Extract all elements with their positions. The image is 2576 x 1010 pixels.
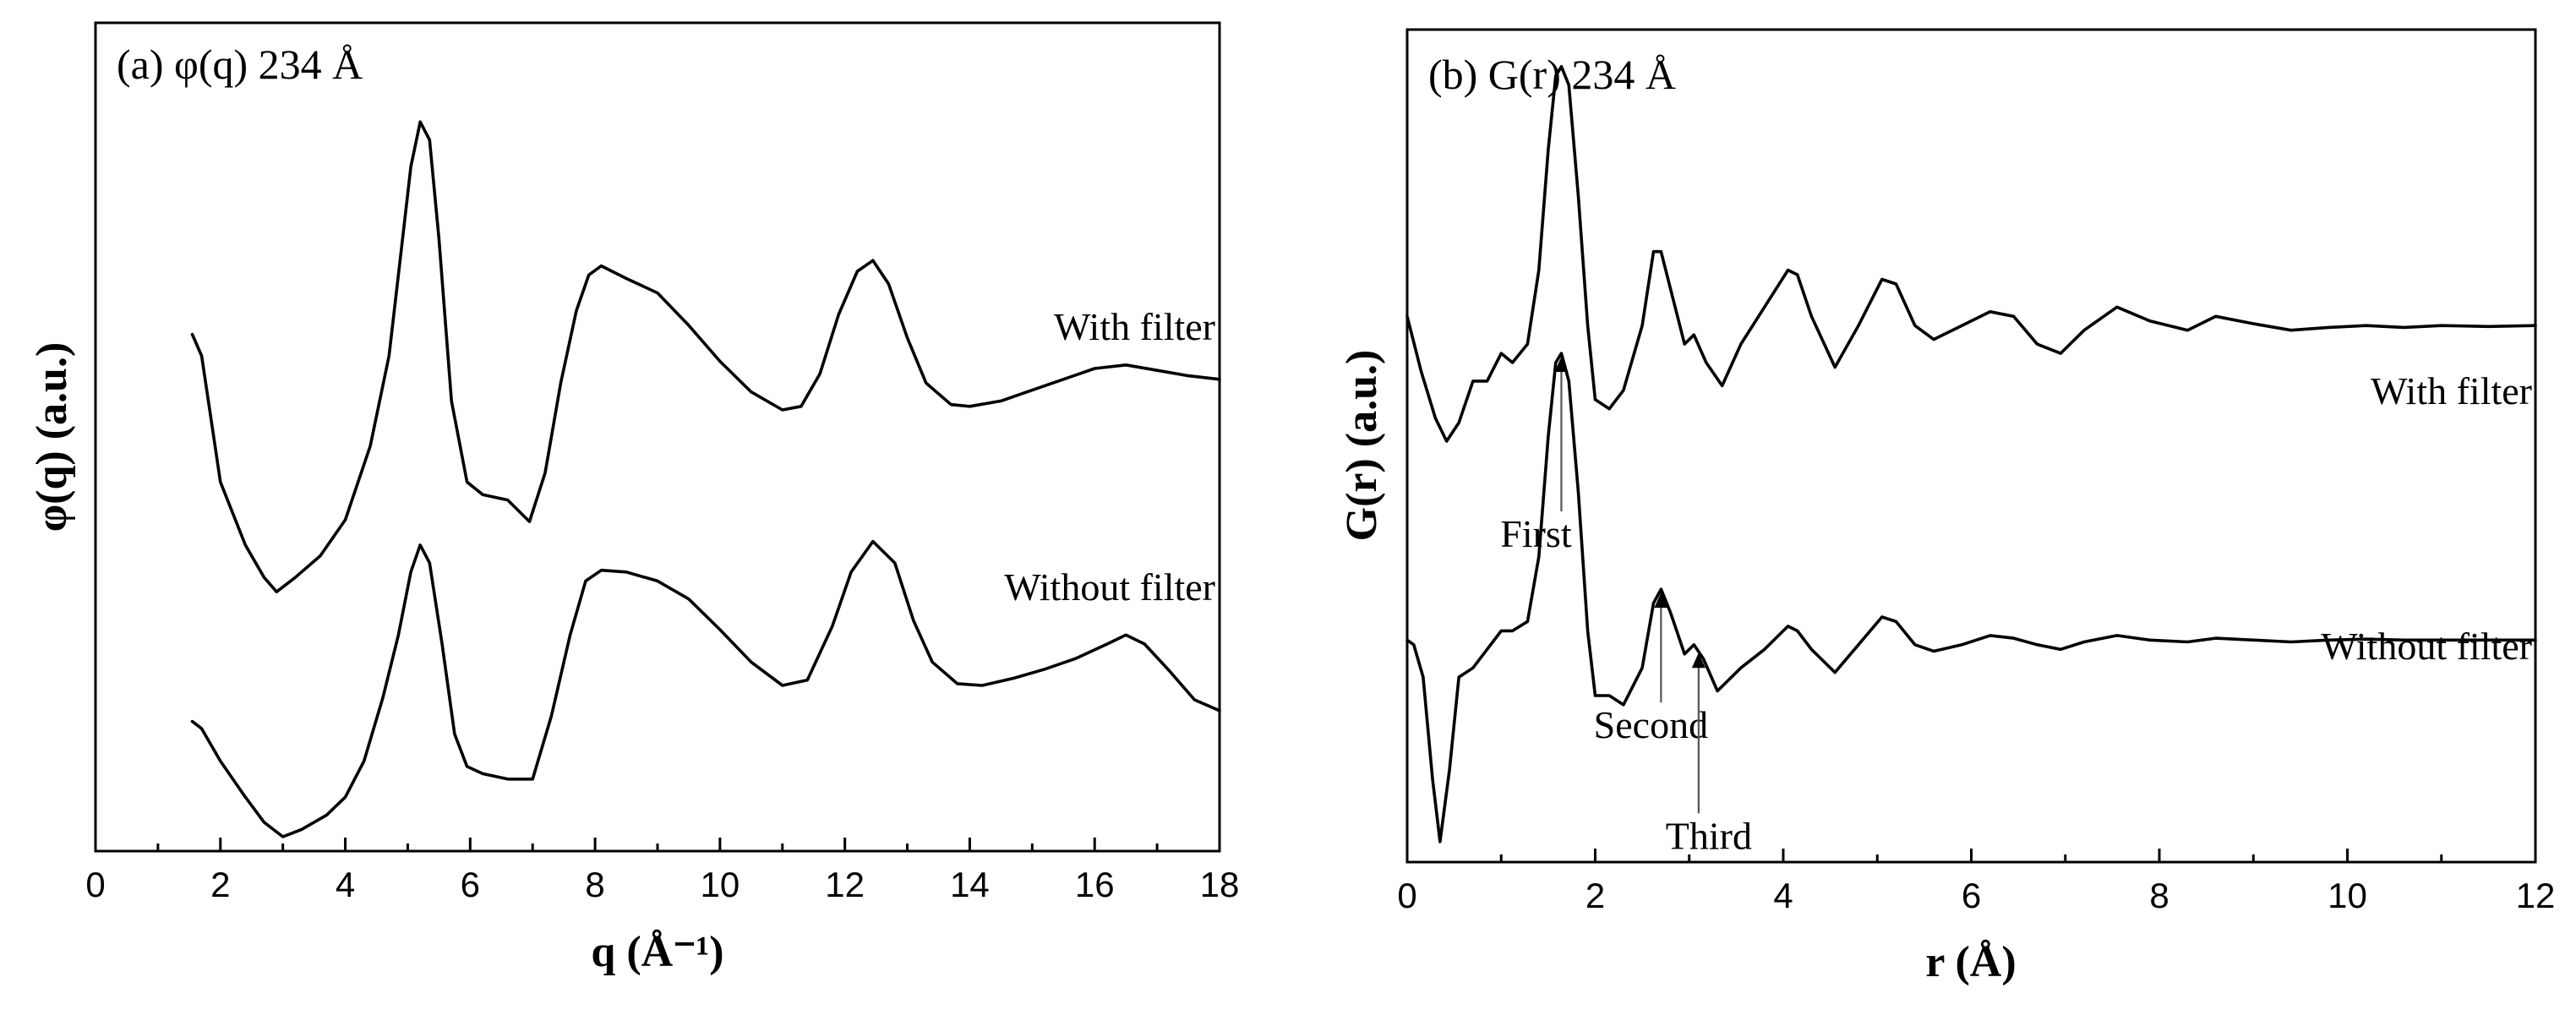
panel-a-y-axis-label: φ(q) (a.u.) [28, 342, 76, 532]
panel-a-chart: 0 2 4 6 8 10 12 14 16 18 (a) φ(q) 234 Å With filt… [28, 21, 1239, 976]
panel-b-x-tick-label: 6 [1962, 876, 1981, 915]
panel-a-series-with-filter-line [190, 120, 1221, 593]
panel-a-x-tick-label: 10 [701, 865, 740, 904]
panel-a-series-label-with-filter: With filter [1054, 305, 1215, 348]
panel-b-x-axis-label: r (Å) [1925, 938, 2016, 986]
panel-a-x-tick-label: 2 [210, 865, 230, 904]
panel-b-y-axis-label: G(r) (a.u.) [1338, 350, 1386, 542]
panel-a-curves [190, 120, 1221, 838]
panel-a-title: (a) φ(q) 234 Å [117, 41, 363, 88]
panel-b-annotation-label: Third [1666, 814, 1752, 857]
panel-b-x-tick-label: 0 [1397, 876, 1416, 915]
panel-b-x-ticks: 0 2 4 6 8 10 12 [1397, 849, 2555, 915]
panel-a-plot-frame [94, 21, 1221, 853]
panel-a-series-without-filter-line [190, 539, 1221, 838]
panel-b-x-tick-label: 12 [2516, 876, 2556, 915]
panel-b-annotation-label: Second [1594, 703, 1708, 746]
panel-a-x-tick-label: 8 [585, 865, 604, 904]
panel-a-series-label-without-filter: Without filter [1004, 565, 1215, 609]
panel-a-x-tick-label: 6 [461, 865, 480, 904]
panel-b-series-label-without-filter: Without filter [2321, 625, 2532, 668]
panel-b-annotation-arrow [1691, 652, 1706, 669]
panel-a-x-axis-label: q (Å⁻¹) [591, 928, 723, 976]
panel-b-annotation-arrow [1554, 357, 1569, 373]
panel-a-x-tick-label: 14 [950, 865, 990, 904]
panel-b-x-tick-label: 10 [2328, 876, 2367, 915]
panel-b-x-tick-label: 4 [1773, 876, 1793, 915]
panel-a-x-ticks: 0 2 4 6 8 10 12 14 16 18 [85, 838, 1239, 904]
panel-b-x-tick-label: 8 [2149, 876, 2169, 915]
panel-b-series-label-with-filter: With filter [2371, 369, 2532, 412]
panel-b-title: (b) G(r) 234 Å [1428, 51, 1676, 98]
panel-b-annotations: First Second Third [1500, 357, 1752, 857]
panel-a-x-tick-label: 0 [85, 865, 105, 904]
panel-a-x-tick-label: 16 [1075, 865, 1115, 904]
panel-b-annotation-arrow [1654, 592, 1668, 609]
panel-a-x-tick-label: 18 [1200, 865, 1240, 904]
panel-a-x-tick-label: 4 [336, 865, 355, 904]
panel-b-series-with-filter-line [1405, 65, 2537, 443]
panel-a-x-tick-label: 12 [825, 865, 865, 904]
panel-b-curves [1405, 65, 2537, 843]
panel-b-chart: 0 2 4 6 8 10 12 First Second Third (b) G(r) 234 … [1338, 28, 2555, 986]
panel-b-series-without-filter-line [1405, 352, 2537, 843]
panel-b-x-tick-label: 2 [1585, 876, 1605, 915]
panel-b-annotation-label: First [1500, 512, 1572, 555]
panel-b-plot-frame [1405, 28, 2537, 864]
